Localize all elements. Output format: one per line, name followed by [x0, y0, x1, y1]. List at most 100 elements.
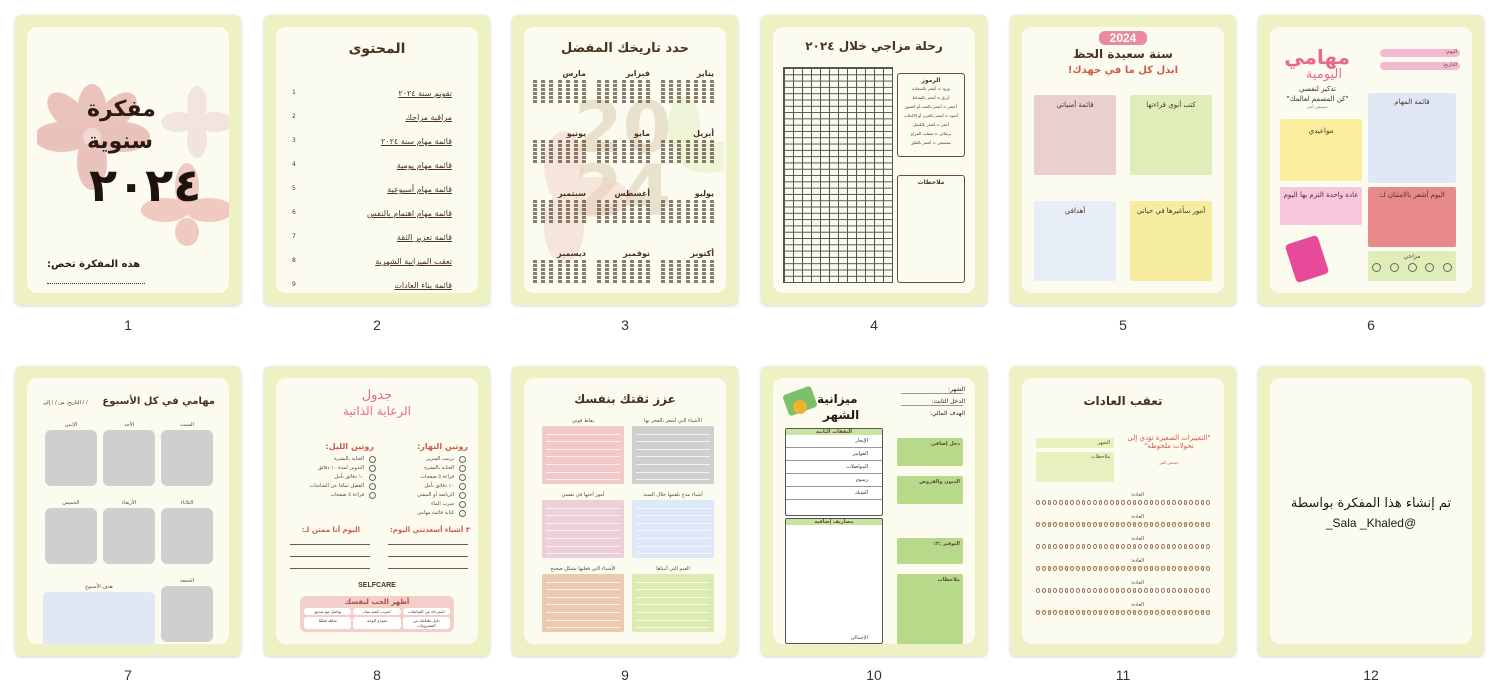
budget-side-box[interactable]: دخل إضافي — [897, 438, 963, 466]
calendar-day[interactable] — [701, 100, 706, 103]
calendar-day[interactable] — [693, 96, 698, 99]
habit-day-circle[interactable] — [1047, 544, 1052, 549]
habit-day-circle[interactable] — [1143, 500, 1148, 505]
calendar-day[interactable] — [677, 160, 682, 163]
calendar-day[interactable] — [533, 216, 538, 219]
calendar-day[interactable] — [533, 260, 538, 263]
calendar-day[interactable] — [541, 160, 546, 163]
habit-day-circle[interactable] — [1121, 522, 1125, 527]
calendar-day[interactable] — [637, 152, 642, 155]
calendar-day[interactable] — [582, 88, 586, 91]
habit-day-circle[interactable] — [1047, 500, 1052, 505]
calendar-day[interactable] — [677, 216, 682, 219]
calendar-day[interactable] — [541, 84, 546, 87]
calendar-day[interactable] — [565, 200, 570, 203]
calendar-day[interactable] — [597, 272, 602, 275]
calendar-day[interactable] — [693, 208, 698, 211]
calendar-day[interactable] — [613, 200, 618, 203]
habit-day-circle[interactable] — [1160, 610, 1165, 615]
calendar-day[interactable] — [613, 140, 618, 143]
calendar-day[interactable] — [685, 96, 690, 99]
calendar-day[interactable] — [710, 260, 714, 263]
calendar-day[interactable] — [533, 208, 538, 211]
calendar-day[interactable] — [573, 84, 578, 87]
calendar-day[interactable] — [557, 272, 562, 275]
calendar-day[interactable] — [565, 140, 570, 143]
calendar-day[interactable] — [677, 100, 682, 103]
habit-day-circle[interactable] — [1104, 566, 1108, 571]
calendar-day[interactable] — [646, 148, 650, 151]
calendar-day[interactable] — [646, 156, 650, 159]
budget-side-box[interactable]: ملاحظات — [897, 574, 963, 644]
calendar-day[interactable] — [677, 96, 682, 99]
calendar-day[interactable] — [661, 268, 666, 271]
calendar-day[interactable] — [541, 96, 546, 99]
habit-day-circle[interactable] — [1200, 544, 1205, 549]
habit-day-circle[interactable] — [1200, 522, 1205, 527]
calendar-day[interactable] — [533, 84, 538, 87]
calendar-day[interactable] — [573, 280, 578, 283]
calendar-day[interactable] — [646, 212, 650, 215]
habit-day-circle[interactable] — [1138, 544, 1142, 549]
habit-day-circle[interactable] — [1206, 588, 1210, 593]
calendar-day[interactable] — [549, 208, 554, 211]
calendar-day[interactable] — [565, 92, 570, 95]
calendar-day[interactable] — [533, 280, 538, 283]
calendar-day[interactable] — [710, 144, 714, 147]
calendar-day[interactable] — [549, 200, 554, 203]
calendar-day[interactable] — [701, 140, 706, 143]
calendar-day[interactable] — [582, 264, 586, 267]
calendar-day[interactable] — [573, 148, 578, 151]
calendar-day[interactable] — [677, 140, 682, 143]
calendar-day[interactable] — [549, 80, 554, 83]
contents-item-title[interactable]: قائمة تعزيز الثقة — [396, 233, 452, 242]
habit-day-circle[interactable] — [1121, 500, 1125, 505]
checkbox-icon[interactable] — [459, 501, 466, 508]
calendar-day[interactable] — [669, 152, 674, 155]
calendar-day[interactable] — [573, 264, 578, 267]
calendar-day[interactable] — [573, 100, 578, 103]
calendar-day[interactable] — [613, 264, 618, 267]
calendar-day[interactable] — [541, 88, 546, 91]
calendar-day[interactable] — [605, 100, 610, 103]
calendar-day[interactable] — [621, 264, 626, 267]
calendar-day[interactable] — [661, 84, 666, 87]
calendar-day[interactable] — [710, 268, 714, 271]
calendar-day[interactable] — [565, 276, 570, 279]
calendar-day[interactable] — [621, 160, 626, 163]
calendar-day[interactable] — [669, 156, 674, 159]
calendar-day[interactable] — [669, 96, 674, 99]
habit-day-circle[interactable] — [1070, 544, 1074, 549]
calendar-day[interactable] — [685, 144, 690, 147]
habits-notes-field[interactable]: ملاحظات — [1036, 452, 1114, 482]
page-thumbnail-6[interactable]: مهامي اليومية اليوم: التاريخ: قائمة المه… — [1258, 15, 1484, 305]
calendar-day[interactable] — [677, 84, 682, 87]
calendar-day[interactable] — [597, 200, 602, 203]
calendar-day[interactable] — [533, 160, 538, 163]
calendar-day[interactable] — [646, 276, 650, 279]
calendar-day[interactable] — [710, 84, 714, 87]
habit-day-circle[interactable] — [1121, 610, 1125, 615]
calendar-day[interactable] — [701, 84, 706, 87]
calendar-day[interactable] — [629, 152, 634, 155]
calendar-day[interactable] — [661, 140, 666, 143]
calendar-day[interactable] — [541, 212, 546, 215]
calendar-day[interactable] — [605, 260, 610, 263]
calendar-day[interactable] — [533, 96, 538, 99]
calendar-day[interactable] — [685, 208, 690, 211]
habit-day-circle[interactable] — [1109, 588, 1114, 593]
habit-day-circle[interactable] — [1166, 544, 1171, 549]
calendar-day[interactable] — [637, 140, 642, 143]
habit-day-circle[interactable] — [1053, 544, 1057, 549]
calendar-day[interactable] — [661, 204, 666, 207]
habit-day-circle[interactable] — [1036, 610, 1040, 615]
calendar-day[interactable] — [582, 156, 586, 159]
calendar-day[interactable] — [710, 152, 714, 155]
habit-day-circle[interactable] — [1138, 588, 1142, 593]
habit-day-circle[interactable] — [1087, 522, 1091, 527]
calendar-day[interactable] — [541, 208, 546, 211]
habit-day-circle[interactable] — [1155, 522, 1159, 527]
calendar-day[interactable] — [541, 272, 546, 275]
day-routine-item[interactable]: ترتيب السرير — [426, 456, 454, 462]
habit-day-circle[interactable] — [1172, 500, 1176, 505]
